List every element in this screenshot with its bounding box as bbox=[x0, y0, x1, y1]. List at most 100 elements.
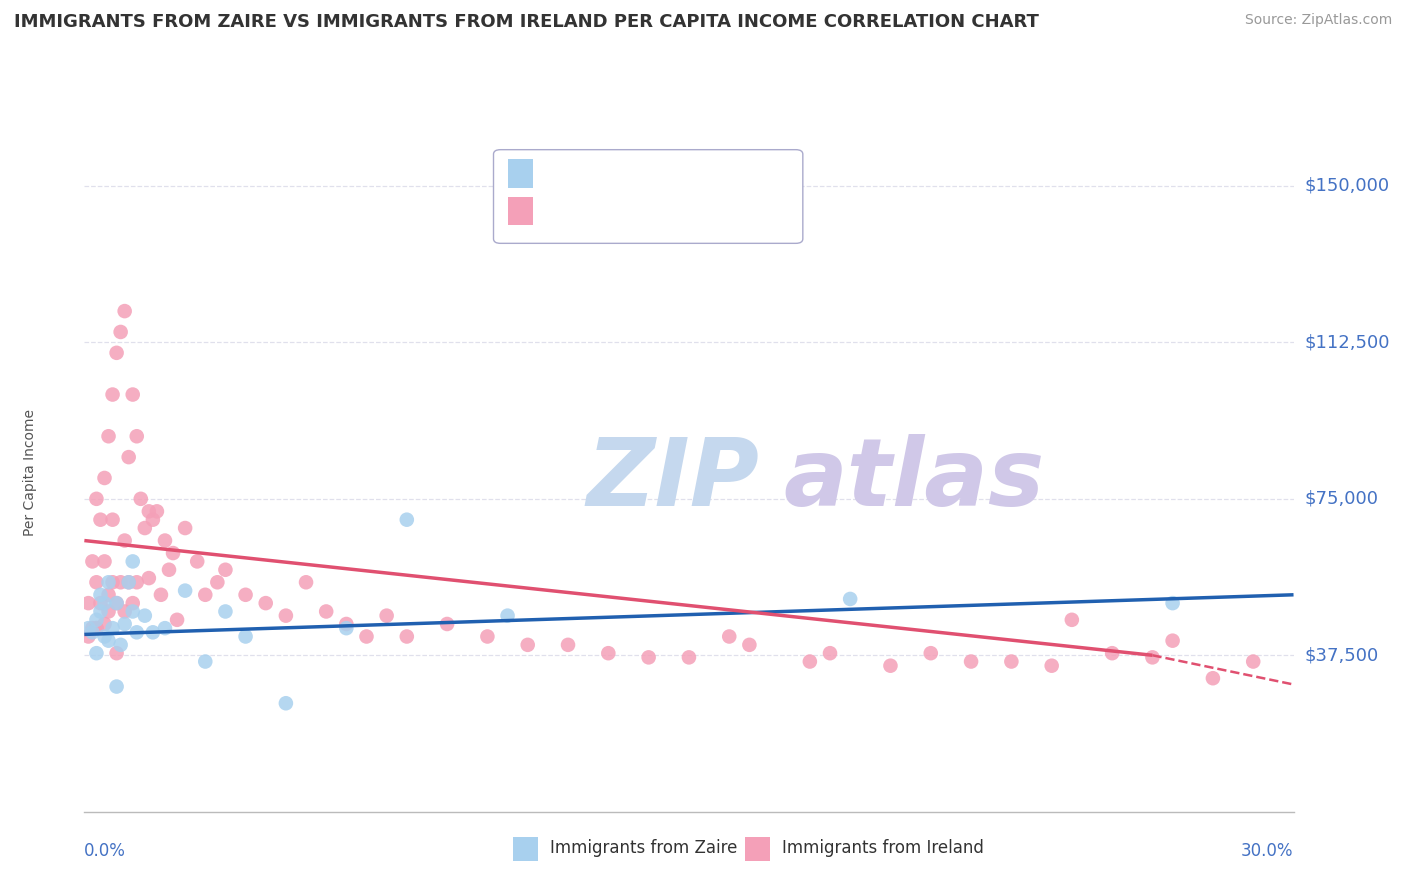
Point bbox=[235, 630, 257, 644]
Point bbox=[86, 621, 108, 635]
Point bbox=[89, 588, 111, 602]
Point bbox=[960, 655, 983, 669]
Point bbox=[118, 450, 141, 464]
Point bbox=[134, 608, 156, 623]
Text: Source: ZipAtlas.com: Source: ZipAtlas.com bbox=[1244, 13, 1392, 28]
Point bbox=[93, 596, 115, 610]
Point bbox=[598, 646, 620, 660]
Point bbox=[295, 575, 318, 590]
Text: $75,000: $75,000 bbox=[1305, 490, 1379, 508]
Point bbox=[153, 621, 176, 635]
Point bbox=[101, 513, 124, 527]
Point bbox=[678, 650, 700, 665]
Point bbox=[818, 646, 841, 660]
Point bbox=[86, 621, 108, 635]
Point bbox=[89, 596, 111, 610]
Point bbox=[799, 655, 821, 669]
Text: R =: R = bbox=[544, 165, 583, 183]
Point bbox=[1161, 596, 1184, 610]
Point bbox=[254, 596, 277, 610]
Point bbox=[121, 554, 143, 568]
Point bbox=[101, 621, 124, 635]
Point bbox=[395, 630, 418, 644]
Point bbox=[207, 575, 229, 590]
Text: 0.0%: 0.0% bbox=[84, 842, 127, 860]
Point bbox=[82, 554, 104, 568]
Point bbox=[93, 554, 115, 568]
Point bbox=[879, 658, 901, 673]
Text: -0.186: -0.186 bbox=[575, 202, 640, 220]
Text: R =: R = bbox=[544, 202, 583, 220]
Point bbox=[86, 646, 108, 660]
Point bbox=[77, 630, 100, 644]
Text: 0.126: 0.126 bbox=[575, 165, 631, 183]
Point bbox=[162, 546, 184, 560]
Point bbox=[121, 605, 143, 619]
Text: $150,000: $150,000 bbox=[1305, 177, 1389, 195]
Point bbox=[93, 471, 115, 485]
Point bbox=[738, 638, 761, 652]
Point bbox=[194, 588, 217, 602]
Point bbox=[157, 563, 180, 577]
Point bbox=[194, 655, 217, 669]
Point bbox=[1142, 650, 1164, 665]
Point bbox=[557, 638, 579, 652]
Point bbox=[214, 605, 236, 619]
Point bbox=[1241, 655, 1264, 669]
Text: 32: 32 bbox=[662, 165, 688, 183]
Point bbox=[1101, 646, 1123, 660]
Point bbox=[125, 625, 148, 640]
Point bbox=[93, 617, 115, 632]
Point bbox=[315, 605, 337, 619]
Point bbox=[138, 571, 160, 585]
Point bbox=[477, 630, 499, 644]
Point bbox=[86, 575, 108, 590]
Point bbox=[186, 554, 208, 568]
Point bbox=[105, 646, 128, 660]
Point bbox=[97, 429, 120, 443]
Text: ZIP: ZIP bbox=[586, 434, 759, 525]
Point bbox=[142, 513, 165, 527]
Point bbox=[174, 521, 197, 535]
Point bbox=[1000, 655, 1022, 669]
Point bbox=[125, 429, 148, 443]
Point bbox=[274, 696, 297, 710]
Text: N =: N = bbox=[631, 202, 671, 220]
Point bbox=[274, 608, 297, 623]
Point bbox=[86, 491, 108, 506]
Point bbox=[110, 638, 132, 652]
Point bbox=[110, 575, 132, 590]
Point bbox=[118, 575, 141, 590]
Point bbox=[97, 633, 120, 648]
Text: $37,500: $37,500 bbox=[1305, 647, 1379, 665]
Point bbox=[142, 625, 165, 640]
Point bbox=[129, 491, 152, 506]
Point bbox=[77, 621, 100, 635]
Point bbox=[125, 575, 148, 590]
Point bbox=[214, 563, 236, 577]
Point bbox=[114, 533, 136, 548]
Point bbox=[516, 638, 538, 652]
Point bbox=[93, 630, 115, 644]
Point bbox=[395, 513, 418, 527]
Text: atlas: atlas bbox=[783, 434, 1045, 525]
Text: $112,500: $112,500 bbox=[1305, 334, 1391, 351]
Point bbox=[839, 591, 862, 606]
Text: 30.0%: 30.0% bbox=[1241, 842, 1294, 860]
Point bbox=[1060, 613, 1083, 627]
Text: Immigrants from Ireland: Immigrants from Ireland bbox=[782, 839, 984, 857]
Point bbox=[166, 613, 188, 627]
Point bbox=[436, 617, 458, 632]
Point bbox=[105, 680, 128, 694]
Point bbox=[82, 621, 104, 635]
Point bbox=[97, 588, 120, 602]
Point bbox=[496, 608, 519, 623]
Text: IMMIGRANTS FROM ZAIRE VS IMMIGRANTS FROM IRELAND PER CAPITA INCOME CORRELATION C: IMMIGRANTS FROM ZAIRE VS IMMIGRANTS FROM… bbox=[14, 13, 1039, 31]
Point bbox=[105, 596, 128, 610]
Point bbox=[356, 630, 378, 644]
Point bbox=[1161, 633, 1184, 648]
Point bbox=[134, 521, 156, 535]
Point bbox=[110, 325, 132, 339]
Point bbox=[375, 608, 398, 623]
Point bbox=[146, 504, 169, 518]
